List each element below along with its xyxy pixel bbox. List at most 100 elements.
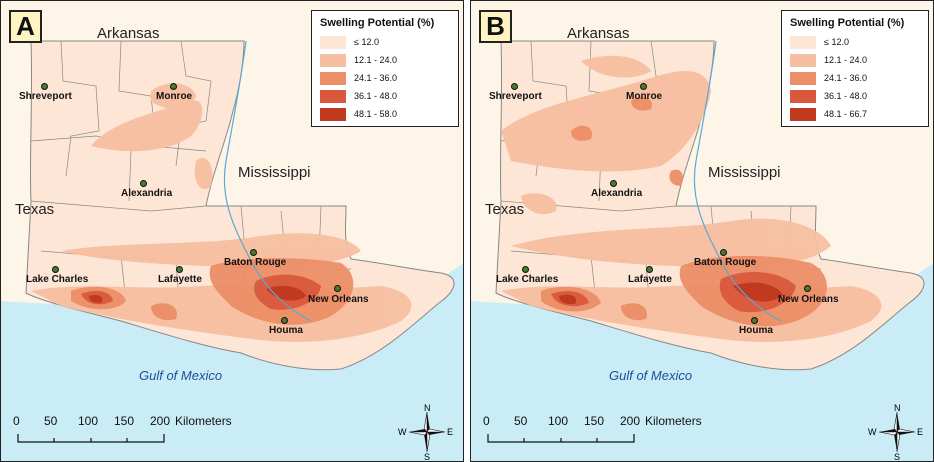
scale-unit: Kilometers (645, 414, 702, 428)
city-label: New Orleans (778, 294, 839, 305)
city-dot-icon (720, 249, 727, 256)
legend-row: ≤ 12.0 (788, 33, 922, 51)
scale-tick-label: 150 (114, 414, 135, 428)
city-label: Alexandria (591, 188, 643, 199)
city-lafayette: Lafayette (158, 266, 202, 285)
legend-swatch (320, 35, 346, 49)
legend-row: 36.1 - 48.0 (788, 87, 922, 105)
legend-row: 12.1 - 24.0 (788, 51, 922, 69)
swelling-class5-areas (89, 285, 306, 303)
scale-bar-a: 0 50 100 150 200 Kilometers (13, 414, 232, 454)
city-label: New Orleans (308, 294, 369, 305)
texas-label: Texas (15, 201, 55, 218)
city-shreveport: Shreveport (19, 83, 72, 102)
city-label: Lafayette (158, 274, 202, 285)
city-lake-charles: Lake Charles (26, 266, 89, 285)
scale-tick-label: 50 (514, 414, 528, 428)
compass-rose-icon: N S W E (863, 403, 923, 461)
legend-label: 48.1 - 66.7 (824, 109, 868, 119)
compass-s: S (894, 452, 900, 460)
city-label: Lake Charles (496, 274, 559, 285)
city-dot-icon (646, 266, 653, 273)
city-label: Monroe (156, 91, 193, 102)
compass-e: E (447, 427, 453, 437)
city-alexandria: Alexandria (121, 180, 173, 199)
city-dot-icon (176, 266, 183, 273)
city-dot-icon (522, 266, 529, 273)
texas-label: Texas (485, 201, 525, 218)
legend-b: Swelling Potential (%) ≤ 12.0 12.1 - 24.… (781, 10, 929, 127)
legend-a: Swelling Potential (%) ≤ 12.0 12.1 - 24.… (311, 10, 459, 127)
city-label: Houma (269, 325, 303, 336)
city-label: Lake Charles (26, 274, 89, 285)
city-new-orleans: New Orleans (778, 285, 839, 305)
mississippi-label: Mississippi (708, 164, 781, 181)
legend-row: 24.1 - 36.0 (788, 69, 922, 87)
map-panel-b: B Arkansas Mississippi Texas Gulf of Mex… (470, 0, 934, 462)
panel-label-b: B (479, 10, 512, 43)
gulf-label: Gulf of Mexico (139, 368, 223, 383)
city-baton-rouge: Baton Rouge (694, 249, 757, 268)
scale-unit: Kilometers (175, 414, 232, 428)
scale-bar-line (487, 434, 635, 443)
legend-row: 36.1 - 48.0 (318, 87, 452, 105)
gulf-label: Gulf of Mexico (609, 368, 693, 383)
legend-swatch (320, 71, 346, 85)
arkansas-label: Arkansas (567, 25, 630, 42)
scale-bar-line (17, 434, 165, 443)
city-new-orleans: New Orleans (308, 285, 369, 305)
compass-s: S (424, 452, 430, 460)
legend-row: 12.1 - 24.0 (318, 51, 452, 69)
map-panel-a: A Arkansas Mississippi Texas Gulf of Mex… (0, 0, 464, 462)
city-dot-icon (610, 180, 617, 187)
compass-w: W (868, 427, 877, 437)
city-shreveport: Shreveport (489, 83, 542, 102)
scale-tick-label: 50 (44, 414, 58, 428)
legend-label: 48.1 - 58.0 (354, 109, 398, 119)
compass-e: E (917, 427, 923, 437)
legend-swatch (790, 89, 816, 103)
city-label: Shreveport (19, 91, 72, 102)
legend-swatch (790, 71, 816, 85)
legend-swatch (320, 53, 346, 67)
scale-tick-label: 0 (13, 414, 20, 428)
legend-label: ≤ 12.0 (354, 37, 379, 47)
city-lake-charles: Lake Charles (496, 266, 559, 285)
scale-tick-label: 100 (548, 414, 569, 428)
scale-tick-label: 0 (483, 414, 490, 428)
mississippi-label: Mississippi (238, 164, 311, 181)
city-dot-icon (334, 285, 341, 292)
legend-label: 24.1 - 36.0 (824, 73, 868, 83)
swelling-class5-areas (559, 282, 783, 305)
legend-row: 48.1 - 58.0 (318, 105, 452, 123)
city-label: Houma (739, 325, 773, 336)
legend-label: 12.1 - 24.0 (824, 55, 868, 65)
legend-swatch (790, 53, 816, 67)
city-dot-icon (511, 83, 518, 90)
city-dot-icon (281, 317, 288, 324)
legend-row: 48.1 - 66.7 (788, 105, 922, 123)
mississippi-river (223, 40, 312, 322)
city-label: Baton Rouge (694, 257, 757, 268)
scale-bar-b: 0 50 100 150 200 Kilometers (483, 414, 702, 454)
legend-row: ≤ 12.0 (318, 33, 452, 51)
city-dot-icon (52, 266, 59, 273)
city-label: Alexandria (121, 188, 173, 199)
legend-title: Swelling Potential (%) (790, 17, 905, 29)
scale-tick-label: 150 (584, 414, 605, 428)
city-houma: Houma (269, 317, 303, 336)
city-label: Baton Rouge (224, 257, 287, 268)
city-baton-rouge: Baton Rouge (224, 249, 287, 268)
city-houma: Houma (739, 317, 773, 336)
legend-row: 24.1 - 36.0 (318, 69, 452, 87)
scale-tick-label: 100 (78, 414, 99, 428)
city-dot-icon (250, 249, 257, 256)
arkansas-label: Arkansas (97, 25, 160, 42)
scale-tick-label: 200 (620, 414, 641, 428)
city-alexandria: Alexandria (591, 180, 643, 199)
city-dot-icon (170, 83, 177, 90)
compass-n: N (424, 404, 431, 413)
city-label: Monroe (626, 91, 663, 102)
city-dot-icon (140, 180, 147, 187)
